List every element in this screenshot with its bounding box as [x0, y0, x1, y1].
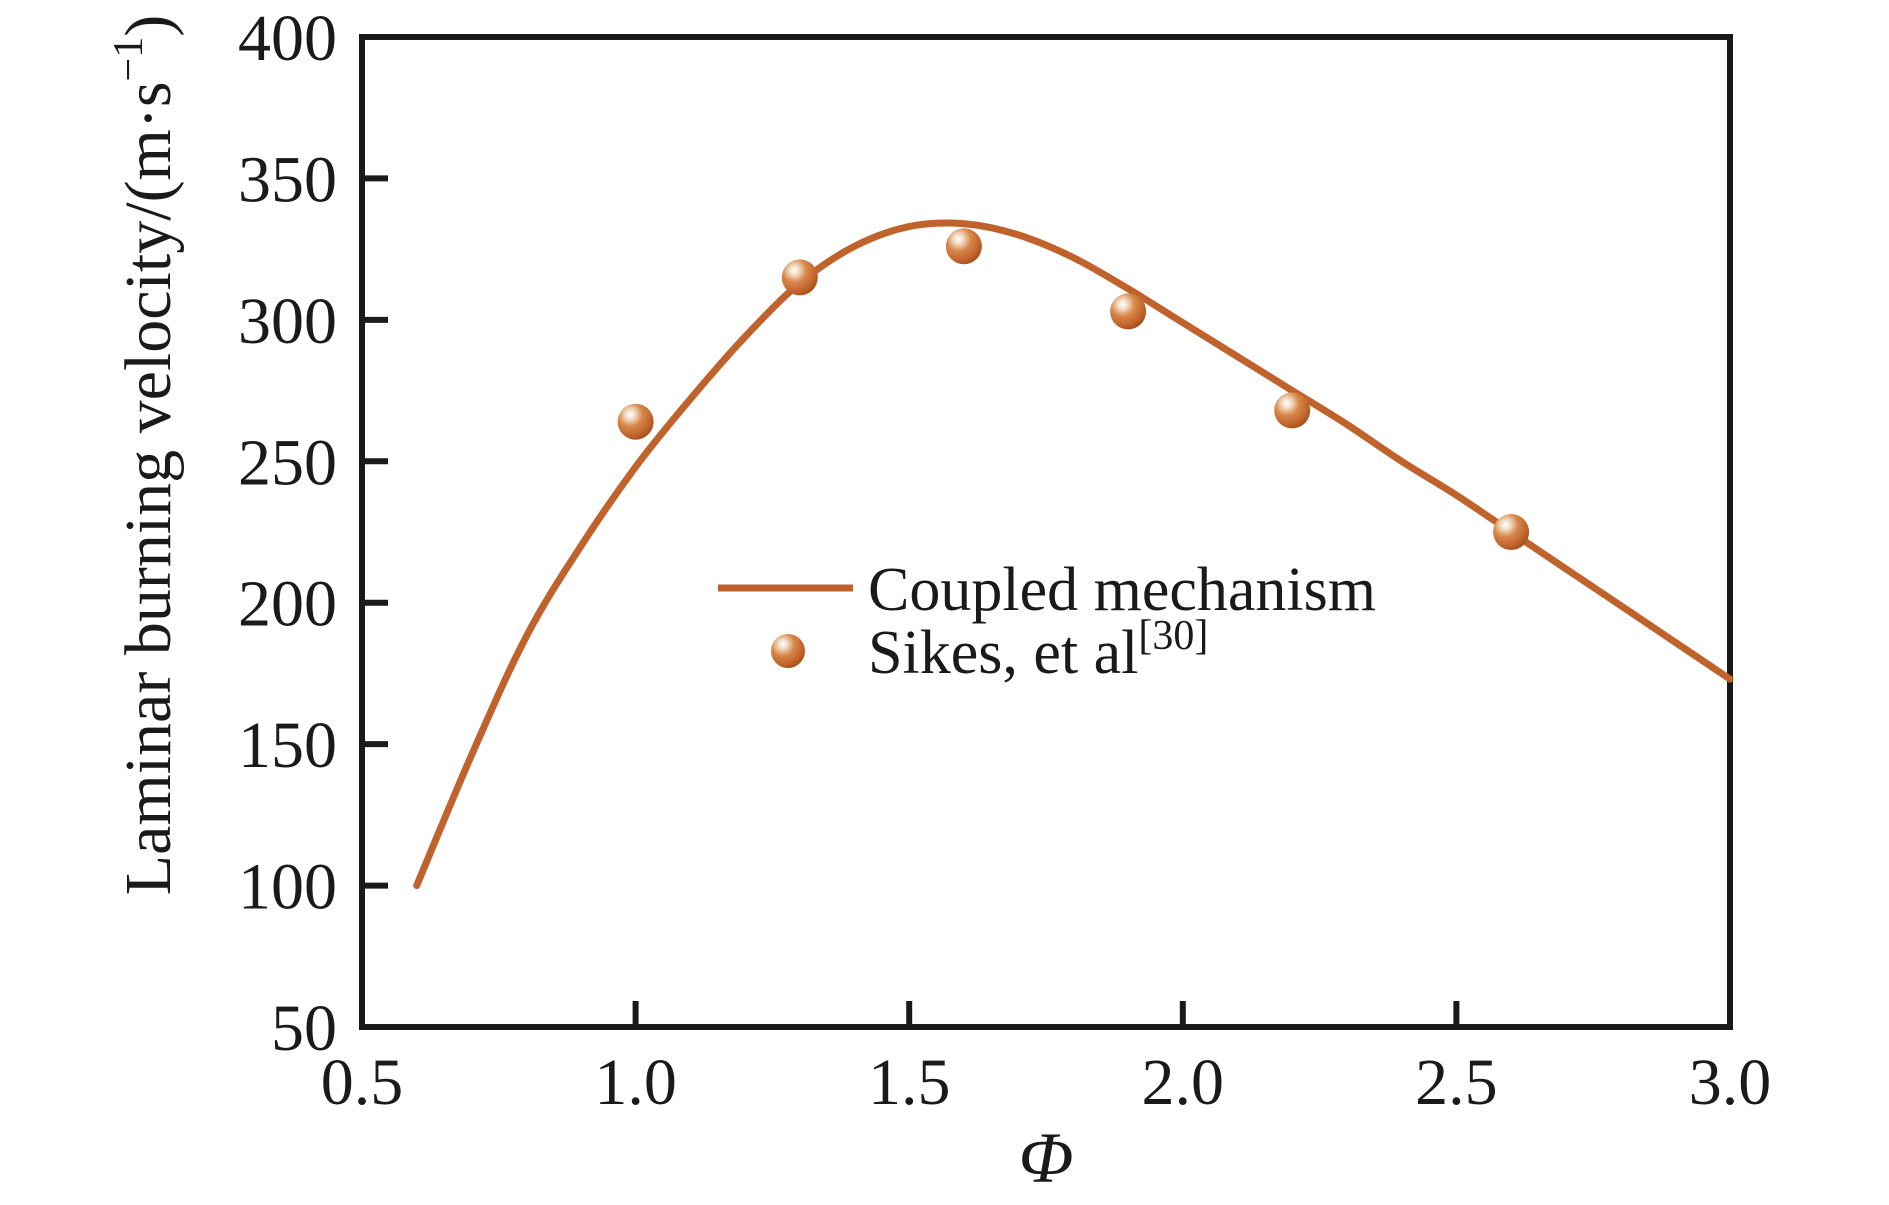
series-coupled-mechanism	[413, 219, 1734, 890]
y-tick-label: 350	[238, 143, 337, 216]
legend-label-sikes-superscript: [30]	[1138, 613, 1208, 659]
legend-label-coupled-mechanism: Coupled mechanism	[868, 556, 1376, 624]
x-tick-label: 2.5	[1415, 1046, 1498, 1119]
x-tick-label: 0.5	[321, 1046, 404, 1119]
legend-label-sikes-main: Sikes, et al	[868, 619, 1138, 687]
data-point-sphere	[1274, 392, 1311, 429]
x-tick-label: 1.5	[868, 1046, 951, 1119]
coupled-mechanism-curve	[413, 219, 1734, 890]
y-tick-label: 300	[238, 285, 337, 358]
data-point-sphere	[945, 228, 982, 265]
plot-frame	[359, 34, 1733, 1030]
y-axis-label-close: )	[112, 15, 185, 37]
x-axis-label: Φ	[1019, 1118, 1074, 1198]
y-tick-label: 100	[238, 851, 337, 924]
x-tick-label: 3.0	[1689, 1046, 1772, 1119]
series-sikes-points	[617, 228, 1530, 550]
x-tick-label: 1.0	[594, 1046, 677, 1119]
x-tick-label: 2.0	[1142, 1046, 1225, 1119]
y-axis-label-main: Laminar burning velocity/(m·s	[112, 81, 185, 895]
y-tick-label: 200	[238, 568, 337, 641]
legend: Coupled mechanism Sikes, et al[30]	[718, 556, 1376, 687]
y-tick-label: 150	[238, 709, 337, 782]
data-point-sphere	[1493, 514, 1530, 550]
data-point-sphere	[781, 259, 818, 296]
y-tick-label: 400	[238, 2, 337, 75]
y-axis: 50 100 150 200 250 300 350 400	[238, 2, 388, 1065]
legend-scatter-marker	[771, 634, 805, 668]
y-axis-label-superscript: −1	[106, 37, 152, 82]
x-axis: 0.5 1.0 1.5 2.0 2.5 3.0	[321, 1001, 1772, 1119]
y-tick-label: 50	[271, 992, 337, 1065]
data-point-sphere	[1110, 293, 1147, 330]
y-tick-label: 250	[238, 426, 337, 499]
legend-label-sikes: Sikes, et al[30]	[868, 613, 1208, 687]
y-axis-label: Laminar burning velocity/(m·s−1)	[106, 15, 185, 895]
data-point-sphere	[617, 403, 654, 440]
